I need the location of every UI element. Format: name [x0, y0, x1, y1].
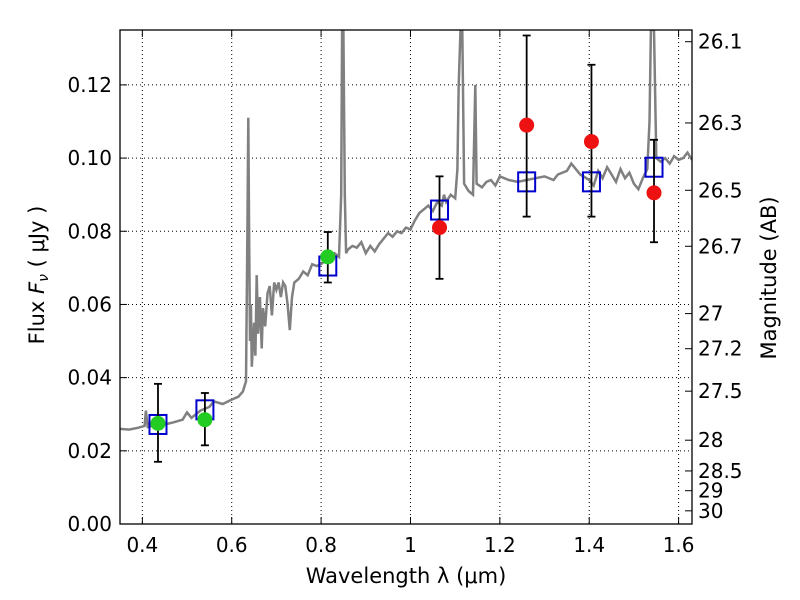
- x-tick-label: 1.4: [573, 533, 605, 557]
- y-tick-label: 0.00: [67, 512, 112, 536]
- y-tick-label: 0.12: [67, 73, 112, 97]
- y-tick-label: 0.10: [67, 146, 112, 170]
- magnitude-tick-label: 29: [698, 479, 723, 503]
- magnitude-tick-label: 26.1: [698, 30, 743, 54]
- magnitude-tick-label: 27.2: [698, 337, 743, 361]
- magnitude-tick-label: 27: [698, 302, 723, 326]
- magnitude-tick-label: 28: [698, 428, 723, 452]
- axes: [119, 29, 693, 525]
- y-tick-label: 0.02: [67, 439, 112, 463]
- data-point: [320, 249, 336, 265]
- x-tick-label: 1.6: [663, 533, 695, 557]
- data-point: [197, 412, 213, 428]
- x-axis-label: Wavelength λ (μm): [306, 564, 507, 588]
- y-axis-label: Flux Fν ( μJy ): [25, 206, 52, 345]
- plot-frame: [119, 29, 693, 525]
- y-tick-label: 0.06: [67, 292, 112, 316]
- plot-area: [120, 30, 692, 463]
- magnitude-tick-label: 26.7: [698, 234, 743, 258]
- x-tick-label: 0.4: [126, 533, 158, 557]
- x-tick-label: 0.8: [305, 533, 337, 557]
- y-tick-label: 0.04: [67, 366, 112, 390]
- y-tick-label: 0.08: [67, 219, 112, 243]
- y-axis-ticks: 0.00 0.02 0.04 0.06 0.08 0.10 0.12: [67, 73, 127, 536]
- magnitude-tick-label: 28.5: [698, 459, 743, 483]
- grid: [120, 30, 692, 524]
- data-point: [646, 185, 662, 201]
- x-tick-label: 1.2: [484, 533, 516, 557]
- data-point: [432, 220, 448, 236]
- magnitude-tick-label: 26.3: [698, 111, 743, 135]
- x-tick-label: 0.6: [216, 533, 248, 557]
- data-point: [519, 117, 535, 133]
- magnitude-tick-label: 26.5: [698, 178, 743, 202]
- spectrum-line: [120, 30, 692, 431]
- data-point: [150, 415, 166, 431]
- magnitude-tick-label: 27.5: [698, 379, 743, 403]
- magnitude-axis-label: Magnitude (AB): [757, 196, 781, 359]
- magnitude-tick-label: 30: [698, 499, 723, 523]
- x-axis-ticks: 0.4 0.6 0.8 1 1.2 1.4 1.6: [126, 30, 695, 557]
- data-point: [583, 134, 599, 150]
- x-tick-label: 1: [404, 533, 417, 557]
